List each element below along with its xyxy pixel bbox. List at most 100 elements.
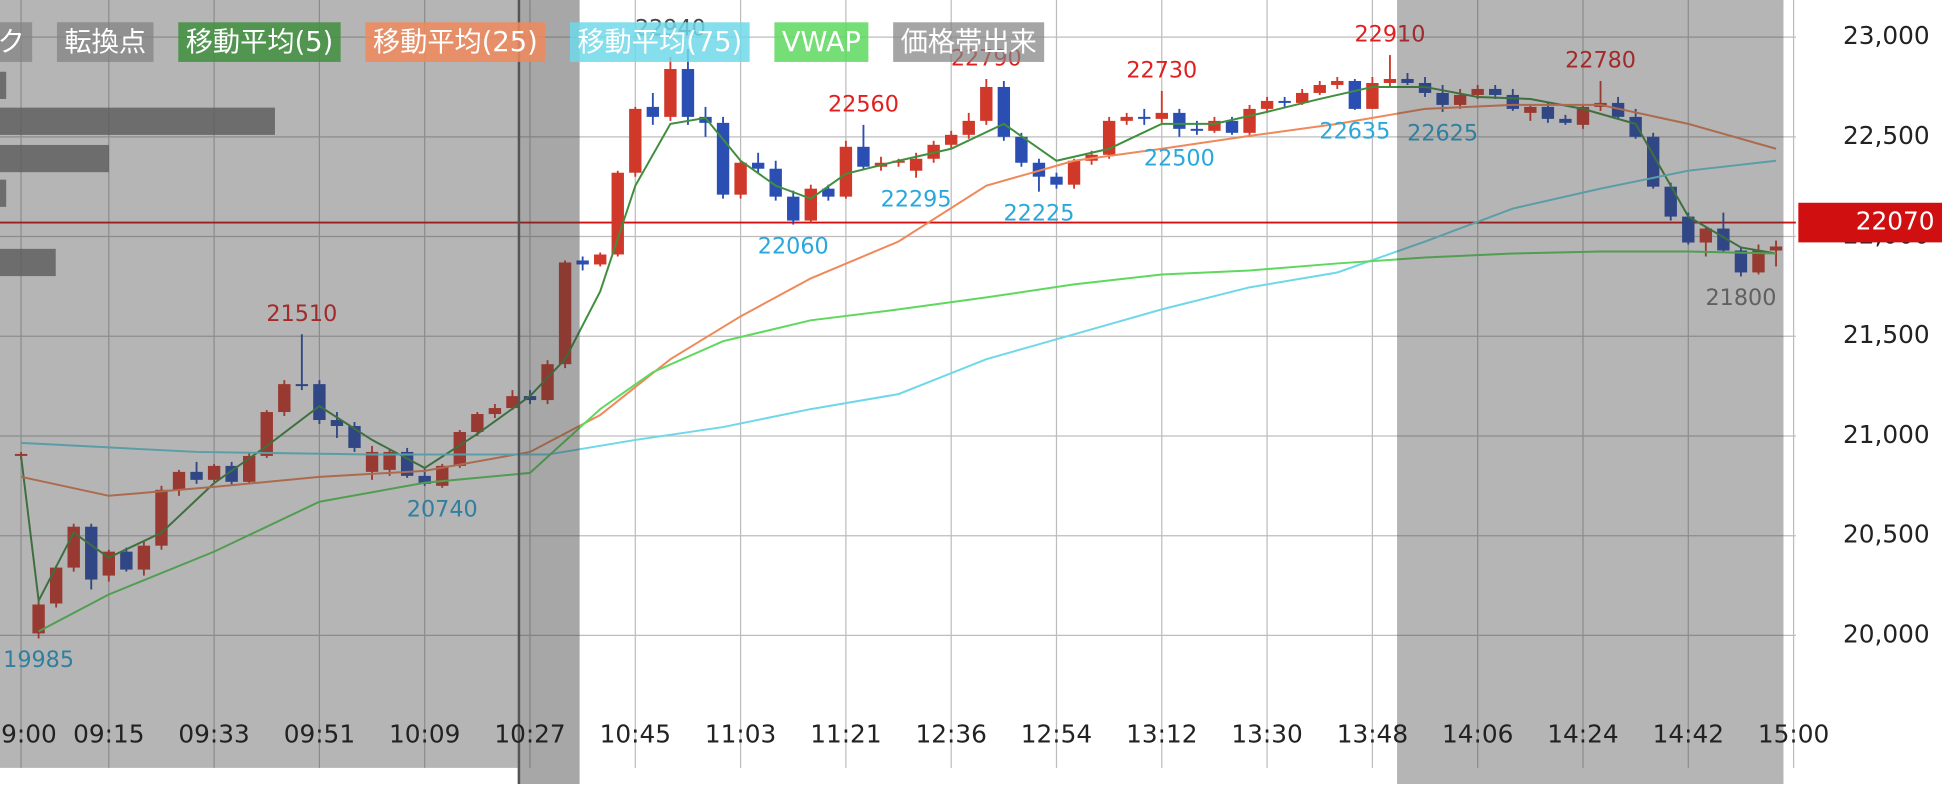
- y-tick-label: 21,500: [1843, 320, 1930, 349]
- candle-body: [260, 412, 273, 456]
- candle-body: [1752, 250, 1765, 273]
- legend-label[interactable]: ソク: [0, 27, 25, 58]
- x-tick-label: 15:00: [1758, 720, 1829, 749]
- candle-body: [1524, 106, 1537, 113]
- x-tick-label: 09:15: [73, 720, 144, 749]
- candle-body: [120, 551, 133, 570]
- candle-body: [1348, 80, 1362, 109]
- legend-tag[interactable]: [893, 22, 1045, 62]
- shade: [1397, 0, 1784, 784]
- candle-body: [1769, 246, 1783, 251]
- price-annotation: 22295: [881, 186, 952, 212]
- price-annotation: 22625: [1407, 121, 1478, 147]
- legend-label[interactable]: 移動平均(5): [186, 27, 334, 58]
- candle-body: [962, 120, 975, 135]
- candle-body: [172, 471, 186, 490]
- candle-body: [1489, 88, 1502, 95]
- candle-body: [1050, 176, 1063, 185]
- legend-tag[interactable]: [56, 22, 154, 62]
- legend-tag[interactable]: [178, 22, 341, 62]
- price-annotation: 22635: [1319, 119, 1390, 145]
- x-tick-label: 12:36: [916, 720, 987, 749]
- candle-body: [558, 262, 572, 365]
- x-tick-label: 11:03: [705, 720, 776, 749]
- price-annotation: 22060: [758, 233, 829, 259]
- candle-body: [1331, 80, 1344, 85]
- candle-body: [523, 396, 537, 401]
- candle-body: [278, 384, 291, 413]
- price-annotation: 22500: [1144, 146, 1215, 172]
- y-tick-label: 20,500: [1843, 520, 1930, 549]
- x-tick-label: 14:42: [1653, 720, 1724, 749]
- volume-profile-bar: [0, 71, 7, 99]
- current-price-label: 22070: [1856, 207, 1935, 236]
- candle-body: [997, 86, 1011, 137]
- candle-body: [1559, 118, 1572, 123]
- legend-label[interactable]: VWAP: [782, 27, 861, 58]
- candle-body: [1682, 216, 1695, 243]
- candle-body: [839, 146, 853, 197]
- candle-body: [857, 146, 870, 167]
- candle-body: [769, 168, 782, 197]
- x-tick-label: 14:06: [1442, 720, 1513, 749]
- candle-body: [1313, 84, 1326, 93]
- x-tick-label: 10:09: [389, 720, 460, 749]
- y-tick-label: 20,000: [1843, 619, 1930, 648]
- candle-body: [383, 451, 396, 470]
- price-annotation: 21800: [1705, 285, 1776, 311]
- series-line: [20, 85, 1777, 605]
- candle-body: [1436, 92, 1449, 105]
- candle-body: [1541, 106, 1555, 119]
- legend-tag[interactable]: [365, 22, 546, 62]
- x-tick-label: 12:54: [1021, 720, 1092, 749]
- x-tick-label: 13:48: [1337, 720, 1408, 749]
- candle-body: [1383, 78, 1397, 83]
- legend-label[interactable]: 価格帯出来: [901, 27, 1037, 58]
- candle-body: [1173, 112, 1186, 129]
- x-tick-label: 10:27: [494, 720, 565, 749]
- x-tick-label: 09:00: [0, 720, 57, 749]
- candle-body: [330, 420, 344, 427]
- candle-body: [49, 567, 63, 604]
- candle-body: [1453, 94, 1467, 105]
- candle-body: [1015, 136, 1028, 163]
- candle-body: [787, 196, 800, 221]
- x-tick-label: 10:45: [600, 720, 671, 749]
- price-annotation: 22910: [1354, 22, 1425, 48]
- candle-body: [664, 69, 677, 117]
- x-tick-label: 13:12: [1126, 720, 1197, 749]
- candle-body: [506, 396, 519, 409]
- candle-body: [1067, 160, 1081, 185]
- y-tick-label: 21,000: [1843, 420, 1930, 449]
- shade: [517, 0, 580, 784]
- candle-body: [1243, 108, 1256, 133]
- candle-body: [1734, 250, 1748, 273]
- volume-profile-bar: [0, 179, 7, 207]
- candle-body: [1155, 112, 1168, 119]
- candle-body: [471, 414, 484, 432]
- candle-body: [1629, 116, 1642, 137]
- x-tick-label: 09:51: [284, 720, 355, 749]
- legend-label[interactable]: 転換点: [64, 27, 146, 58]
- candle-body: [822, 188, 835, 197]
- candle-body: [646, 106, 660, 117]
- candle-body: [1717, 228, 1730, 251]
- candle-body: [699, 116, 712, 123]
- legend-label[interactable]: 移動平均(75): [577, 27, 742, 58]
- candle-body: [734, 162, 747, 195]
- candle-body: [225, 465, 238, 482]
- legend-tag[interactable]: [569, 22, 750, 62]
- price-annotation: 21510: [266, 301, 337, 327]
- series-line: [38, 250, 1777, 633]
- legend-label[interactable]: 移動平均(25): [373, 27, 538, 58]
- y-tick-label: 23,000: [1843, 21, 1930, 50]
- candle-body: [1576, 106, 1590, 125]
- legend-tag[interactable]: [774, 22, 869, 62]
- candle-body: [1120, 116, 1133, 121]
- price-annotation: 19985: [3, 647, 74, 673]
- legend-tag[interactable]: [0, 22, 33, 62]
- candle-body: [85, 526, 98, 580]
- candle-body: [611, 172, 624, 255]
- candle-body: [1366, 82, 1379, 109]
